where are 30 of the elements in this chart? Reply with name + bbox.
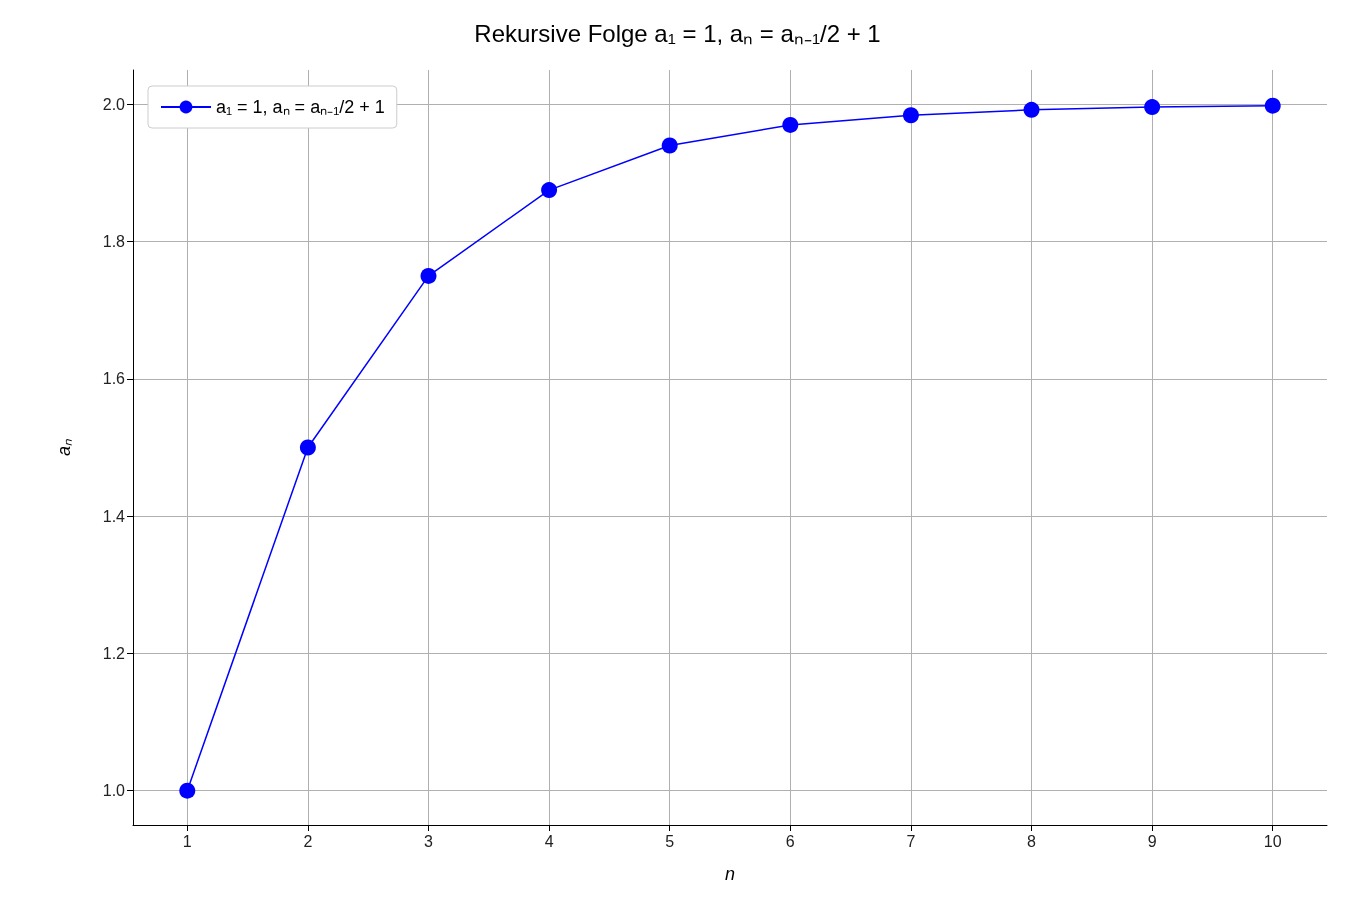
x-tick-label: 2: [303, 832, 313, 850]
point: [1144, 99, 1161, 116]
x-tick-label: 6: [785, 832, 795, 850]
y-tick-label: 2.0: [102, 95, 126, 113]
x-tick-label: 5: [665, 832, 675, 850]
point: [420, 267, 437, 284]
x-tick-label: 8: [1027, 832, 1037, 850]
x-tick-label: 4: [544, 832, 554, 850]
point: [179, 782, 196, 799]
chart-title: Rekursive Folge a₁ = 1, aₙ = aₙ₋₁/2 + 1: [474, 19, 881, 47]
point: [1023, 101, 1040, 118]
x-tick-label: 3: [424, 832, 434, 850]
x-tick-label: 9: [1147, 832, 1157, 850]
x-tick-label: 10: [1263, 832, 1282, 850]
y-tick-label: 1.2: [102, 644, 126, 662]
y-axis-title: aₙ: [54, 438, 74, 457]
y-tick-label: 1.4: [102, 507, 126, 525]
x-tick-label: 1: [182, 832, 192, 850]
x-tick-label: 7: [906, 832, 916, 850]
point: [541, 182, 558, 199]
point: [299, 439, 316, 456]
x-axis-title: n: [724, 864, 736, 884]
point: [902, 107, 919, 124]
y-tick-label: 1.8: [102, 233, 126, 251]
y-tick-label: 1.6: [102, 370, 126, 388]
point: [661, 137, 678, 154]
y-tick-label: 1.0: [102, 782, 126, 800]
point: [1264, 97, 1281, 114]
legend-label: a₁ = 1, aₙ = aₙ₋₁/2 + 1: [216, 97, 385, 117]
point: [782, 116, 799, 133]
